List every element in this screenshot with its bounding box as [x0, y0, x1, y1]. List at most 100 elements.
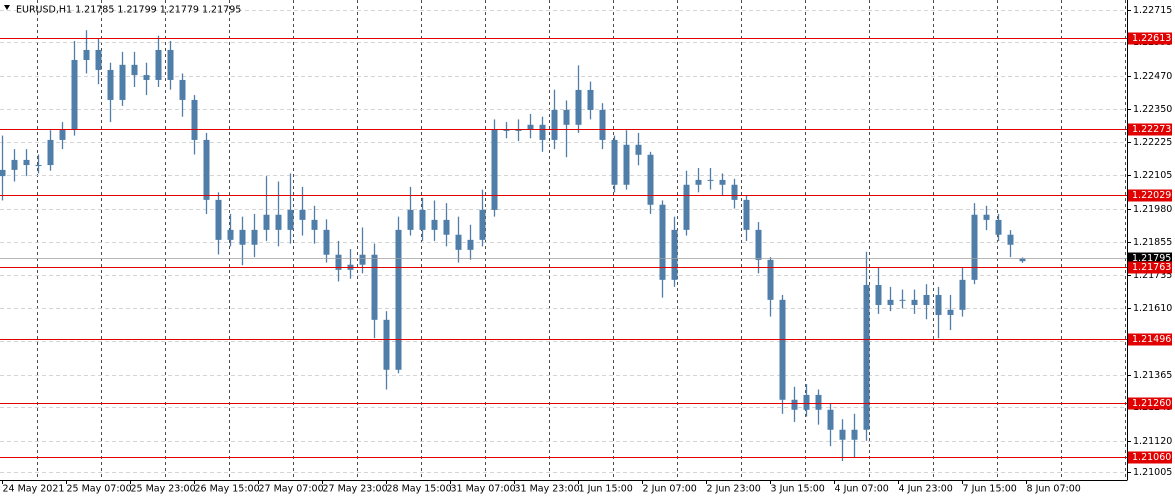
candle-body [311, 219, 318, 230]
candle-body [887, 299, 894, 305]
y-tick-label: 1.22470 [1133, 71, 1172, 82]
x-tick-label: 2 Jun 07:00 [643, 484, 697, 495]
candle-body [371, 254, 378, 320]
candle-body [791, 399, 798, 410]
candle-body [923, 294, 930, 305]
x-tick-label: 31 May 23:00 [515, 484, 580, 495]
candle-body [815, 394, 822, 410]
candle-body [419, 209, 426, 230]
y-tick-label: 1.22715 [1133, 5, 1172, 16]
y-tick-label: 1.22350 [1133, 104, 1172, 115]
candle-body [563, 109, 570, 125]
candle-body [983, 214, 990, 220]
level-label: 1.21060 [1132, 452, 1171, 463]
candle-body [671, 229, 678, 280]
level-label-box [1128, 32, 1172, 45]
price-label: 1.21795 [1132, 253, 1171, 264]
y-tick-label: 1.21980 [1133, 204, 1172, 215]
candle-body [899, 299, 906, 301]
y-tick-label: 1.21005 [1133, 467, 1172, 478]
x-tick-label: 7 Jun 15:00 [963, 484, 1017, 495]
candle-body [299, 209, 306, 220]
level-label: 1.22029 [1132, 190, 1171, 201]
candle-body [323, 229, 330, 255]
candle-body [467, 239, 474, 250]
candle-body [383, 319, 390, 370]
y-tick-label: 1.21735 [1133, 270, 1172, 281]
candle-body [995, 219, 1002, 235]
candle-body [863, 284, 870, 430]
candle-body [851, 429, 858, 440]
candle-body [503, 129, 510, 131]
candle-body [947, 309, 954, 315]
x-tick-label: 27 May 23:00 [323, 484, 388, 495]
candle-body [575, 89, 582, 125]
candle-body [935, 294, 942, 315]
candle-body [71, 59, 78, 130]
candle-body [587, 89, 594, 110]
candle-body [707, 179, 714, 181]
candle-body [755, 229, 762, 260]
candle-body [1019, 258, 1026, 262]
candle-body [215, 199, 222, 240]
x-tick-label: 3 Jun 15:00 [771, 484, 825, 495]
candle-body [683, 184, 690, 230]
candle-body [803, 394, 810, 410]
candle-body [275, 214, 282, 230]
candle-body [479, 209, 486, 240]
level-label: 1.21763 [1132, 262, 1171, 273]
y-tick-label: 1.21120 [1133, 436, 1172, 447]
level-label-box [1128, 189, 1172, 202]
level-label-box [1128, 261, 1172, 274]
candle-body [731, 184, 738, 200]
candle-body [83, 49, 90, 60]
candle-body [431, 219, 438, 230]
candle-body [875, 284, 882, 305]
time-grid [37, 0, 1126, 480]
candle-body [23, 159, 30, 166]
x-tick-label: 8 Jun 07:00 [1027, 484, 1081, 495]
level-label: 1.21260 [1132, 398, 1171, 409]
y-tick-label: 1.22105 [1133, 170, 1172, 181]
level-label: 1.21496 [1132, 334, 1171, 345]
candle-body [779, 299, 786, 400]
candle-body [263, 214, 270, 230]
candle-body [743, 199, 750, 230]
menu-triangle[interactable] [4, 5, 10, 10]
candle-body [239, 229, 246, 245]
candle-body [767, 259, 774, 300]
candle-body [599, 109, 606, 140]
x-tick-label: 25 May 23:00 [131, 484, 196, 495]
candle-body [911, 299, 918, 305]
x-tick-label: 26 May 15:00 [195, 484, 260, 495]
candle-body [119, 64, 126, 100]
x-tick-label: 28 May 15:00 [387, 484, 452, 495]
candle-body [47, 139, 54, 166]
candle-body [395, 229, 402, 370]
candle-body [515, 129, 522, 131]
candle-body [971, 214, 978, 280]
y-tick-label: 1.21365 [1133, 370, 1172, 381]
candle-body [1007, 234, 1014, 245]
level-label-box [1128, 397, 1172, 410]
candle-body [455, 234, 462, 250]
y-tick-label: 1.21855 [1133, 237, 1172, 248]
candle-body [443, 219, 450, 235]
candle-body [131, 64, 138, 76]
candle-body [251, 229, 258, 245]
candle-body [647, 154, 654, 205]
candle-body [359, 254, 366, 265]
candle-body [695, 179, 702, 185]
candle-body [287, 209, 294, 230]
chart-header: EURUSD,H1 1.21785 1.21799 1.21779 1.2179… [16, 5, 241, 16]
candle-body [59, 129, 66, 140]
level-label: 1.22613 [1132, 33, 1171, 44]
candle-body [839, 429, 846, 440]
x-tick-label: 4 Jun 07:00 [835, 484, 889, 495]
candle-body [539, 124, 546, 140]
level-label-box [1128, 333, 1172, 346]
candle-body [827, 409, 834, 430]
x-tick-label: 25 May 07:00 [67, 484, 132, 495]
candle-body [203, 139, 210, 200]
x-tick-label: 27 May 07:00 [259, 484, 324, 495]
